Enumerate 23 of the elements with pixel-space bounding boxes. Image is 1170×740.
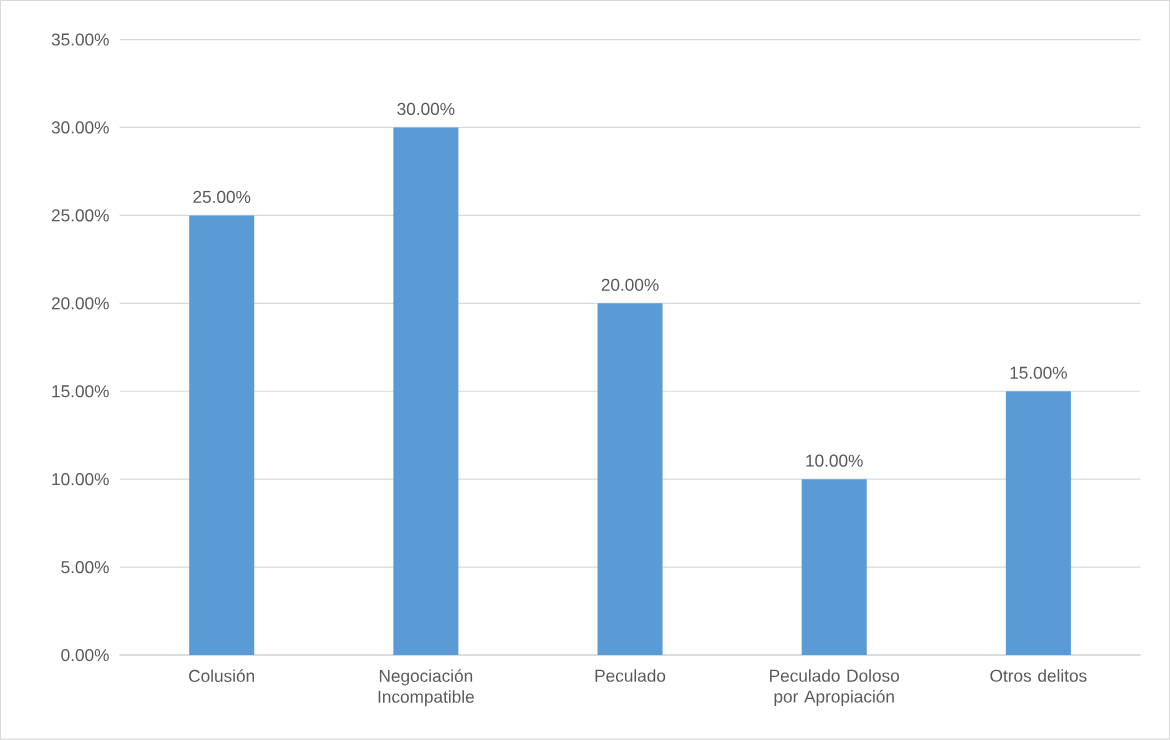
y-tick-label: 10.00% [52,473,109,486]
data-label: 20.00% [601,278,659,292]
y-tick-label: 15.00% [52,385,109,398]
bar [597,303,663,656]
y-tick-label: 20.00% [51,297,109,310]
data-label: 25.00% [193,190,251,204]
bar [801,479,867,656]
data-label: 30.00% [397,103,455,116]
y-tick-label: 30.00% [51,121,109,134]
x-tick-label: Negociación Incompatible [378,669,474,707]
bar [189,215,255,656]
y-tick-label: 0.00% [61,649,109,662]
x-tick-label: Peculado Doloso por Apropiación [770,669,900,707]
data-label: 10.00% [806,454,863,467]
bar [393,127,459,656]
data-label: 15.00% [1010,366,1067,380]
bar [1005,391,1071,656]
y-tick-label: 35.00% [51,33,109,46]
y-tick-label: 5.00% [61,561,109,574]
x-tick-label: Otros delitos [990,669,1087,683]
x-tick-label: Colusión [189,669,255,683]
y-tick-label: 25.00% [51,209,109,222]
x-tick-label: Peculado [595,669,666,683]
